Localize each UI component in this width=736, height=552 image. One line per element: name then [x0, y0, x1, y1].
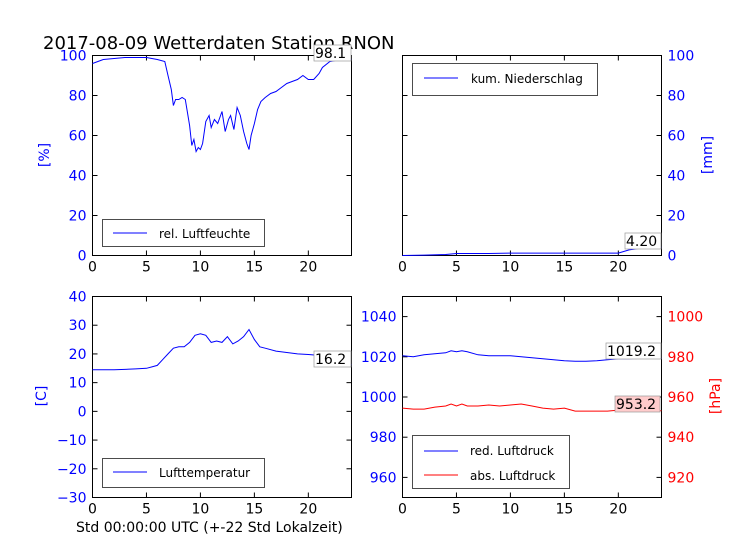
humidity-panel: 0 5 10 15 20 0 20 40 60 80 100 [%] rel. Luftfeucht…: [37, 44, 352, 276]
temperature-last-value: 16.2: [315, 352, 346, 368]
temperature-y-axis-label: [C]: [34, 386, 50, 407]
pressure-reduced-last-value: 1019.2: [607, 344, 656, 360]
pressure-x-tick-label: 5: [452, 502, 461, 518]
temperature-y-tick-label: 0: [78, 404, 87, 420]
precipitation-right-y-tick-label: 80: [668, 89, 686, 105]
precipitation-x-tick-label: 5: [452, 260, 461, 276]
temperature-last-value-box: [313, 350, 352, 368]
shared-x-axis-label: Std 00:00:00 UTC (+-22 Std Lokalzeit): [76, 520, 343, 536]
temperature-y-tick-label: 40: [69, 290, 87, 306]
pressure-panel: 0 5 10 15 20 960 980 1000 1020 1040 920 940 960 980 10…: [361, 296, 724, 518]
precipitation-x-tick-label: 15: [555, 260, 573, 276]
pressure-right-y-tick-label: 980: [668, 350, 695, 366]
pressure-right-y-tick-label: 1000: [668, 310, 704, 326]
pressure-right-y-tick-label: 940: [668, 430, 695, 446]
temperature-y-tick-label: 20: [69, 347, 87, 363]
humidity-x-tick-label: 10: [192, 260, 210, 276]
precipitation-x-tick-label: 0: [398, 260, 407, 276]
temperature-panel: 0 5 10 15 20 −30 −20 −10 0 10 20 30 40 [C] Lufttempe…: [34, 290, 352, 518]
pressure-x-tick-label: 0: [398, 502, 407, 518]
temperature-x-tick-label: 20: [299, 502, 317, 518]
temperature-x-tick-label: 5: [142, 502, 151, 518]
humidity-x-tick-label: 0: [88, 260, 97, 276]
pressure-absolute-last-value: 953.2: [616, 397, 656, 413]
precipitation-legend-label: kum. Niederschlag: [471, 72, 583, 86]
pressure-legend-box: [412, 435, 570, 489]
pressure-right-y-axis-label: [hPa]: [708, 378, 724, 414]
temperature-y-tick-label: −20: [57, 462, 87, 478]
pressure-y-tick-label: 980: [370, 430, 397, 446]
temperature-series-line-0: [92, 328, 352, 371]
temperature-legend-label: Lufttemperatur: [159, 466, 250, 480]
precipitation-last-value-box: [624, 232, 662, 250]
humidity-y-tick-label: 80: [69, 89, 87, 105]
pressure-right-y-tick-label: 960: [668, 390, 695, 406]
temperature-x-tick-label: 15: [245, 502, 263, 518]
temperature-y-tick-label: 10: [69, 376, 87, 392]
temperature-y-tick-label: −30: [57, 491, 87, 507]
precipitation-right-y-tick-label: 100: [668, 49, 695, 65]
precipitation-panel: 0 5 10 15 20 0 20 40 60 80 100 [mm] kum. Niedersch…: [398, 49, 716, 276]
pressure-y-tick-label: 960: [370, 470, 397, 486]
precipitation-series-line-0: [402, 246, 662, 256]
temperature-y-tick-label: 30: [69, 318, 87, 334]
pressure-absolute-last-value-box: [614, 395, 661, 413]
pressure-x-tick-label: 20: [609, 502, 627, 518]
temperature-axes-frame: [92, 296, 352, 498]
humidity-last-value-box: [313, 44, 352, 62]
humidity-series-line-0: [92, 57, 352, 153]
pressure-x-tick-label: 15: [555, 502, 573, 518]
humidity-y-tick-label: 60: [69, 129, 87, 145]
pressure-x-tick-label: 10: [502, 502, 520, 518]
pressure-y-tick-label: 1040: [361, 310, 397, 326]
humidity-x-tick-label: 5: [142, 260, 151, 276]
temperature-y-tick-label: −10: [57, 433, 87, 449]
humidity-last-value: 98.1: [315, 46, 346, 62]
temperature-legend-box: [102, 458, 265, 488]
pressure-y-tick-label: 1020: [361, 350, 397, 366]
figure-title: 2017-08-09 Wetterdaten Station RNON: [43, 33, 394, 54]
temperature-x-tick-label: 0: [88, 502, 97, 518]
precipitation-x-tick-label: 20: [609, 260, 627, 276]
precipitation-right-y-tick-label: 20: [668, 209, 686, 225]
pressure-legend-label-absolute: abs. Luftdruck: [470, 469, 555, 483]
humidity-y-tick-label: 0: [78, 249, 87, 265]
temperature-x-tick-label: 10: [192, 502, 210, 518]
precipitation-y-axis-label: [mm]: [700, 136, 716, 174]
humidity-legend-label: rel. Luftfeuchte: [159, 227, 250, 241]
pressure-y-tick-label: 1000: [361, 390, 397, 406]
precipitation-right-y-tick-label: 40: [668, 169, 686, 185]
precipitation-x-tick-label: 10: [502, 260, 520, 276]
precipitation-right-y-tick-label: 60: [668, 129, 686, 145]
precipitation-axes-frame: [402, 55, 662, 256]
humidity-axes-frame: [92, 55, 352, 256]
pressure-right-y-tick-label: 920: [668, 470, 695, 486]
pressure-reduced-last-value-box: [605, 342, 662, 360]
precipitation-right-y-tick-label: 0: [668, 249, 677, 265]
humidity-y-tick-label: 100: [60, 49, 87, 65]
humidity-y-axis-label: [%]: [37, 143, 53, 167]
humidity-x-tick-label: 15: [245, 260, 263, 276]
precipitation-last-value: 4.20: [626, 234, 657, 250]
humidity-y-tick-label: 40: [69, 169, 87, 185]
humidity-y-tick-label: 20: [69, 209, 87, 225]
precipitation-legend-box: [412, 63, 598, 96]
humidity-x-tick-label: 20: [299, 260, 317, 276]
pressure-legend-label-reduced: red. Luftdruck: [470, 444, 554, 458]
